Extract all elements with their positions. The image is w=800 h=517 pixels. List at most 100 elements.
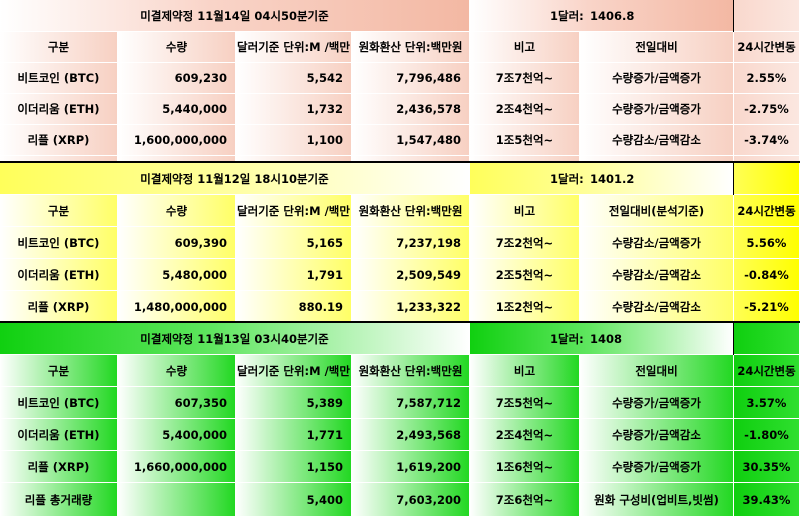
column-header: 수량 [118, 32, 236, 63]
cell-krw: 2,436,578 [352, 94, 470, 125]
table-row: 리플 총거래량 5,400 7,603,200 7조6천억~ 원화 구성비(업비트,빗썸… [0, 483, 800, 517]
cell-usd: 880.19 [236, 291, 352, 323]
exchange-rate-value: 1408 [590, 331, 623, 346]
cell-name: 리플 총거래량 [0, 483, 118, 517]
cell-qty: 607,350 [118, 387, 236, 419]
cell-name: 비트코인 (BTC) [0, 63, 118, 94]
cell-qty: 609,230 [118, 63, 236, 94]
cell-note: 1조2천억~ [470, 291, 580, 323]
cell-pct: 39.43% [734, 483, 800, 517]
table-row: 리플 (XRP) 1,660,000,000 1,150 1,619,200 1조6천억… [0, 451, 800, 483]
column-separator [733, 323, 734, 355]
column-header: 비고 [470, 32, 580, 63]
oi-section: 미결제약정 11월13일 03시40분기준 1달러: 1408 구분 수량 달러기준 단위… [0, 323, 800, 517]
column-header: 달러기준 단위:M /백만 [236, 32, 352, 63]
cell-krw: 2,509,549 [352, 259, 470, 291]
table-header-row: 구분 수량 달러기준 단위:M /백만 원화환산 단위:백만원 비고 전일대비 24시간변동 [0, 32, 800, 63]
cell-note: 1조6천억~ [470, 451, 580, 483]
column-header: 달러기준 단위:M /백만 [236, 355, 352, 387]
cell-usd: 5,165 [236, 227, 352, 259]
column-header: 24시간변동 [734, 355, 800, 387]
cell-qty: 5,440,000 [118, 94, 236, 125]
column-header: 비고 [470, 355, 580, 387]
cell-change: 수량증가/금액증가 [580, 94, 734, 125]
cell-name: 이더리움 (ETH) [0, 94, 118, 125]
table-row: 리플 (XRP) 1,600,000,000 1,100 1,547,480 1조5천억… [0, 125, 800, 156]
title-right-cell [734, 323, 800, 355]
section-title-row: 미결제약정 11월12일 18시10분기준 1달러: 1401.2 [0, 163, 800, 195]
cell-note: 2조5천억~ [470, 259, 580, 291]
exchange-rate-cell: 1달러: 1406.8 [470, 0, 734, 32]
cell-usd: 1,791 [236, 259, 352, 291]
column-header: 원화환산 단위:백만원 [352, 355, 470, 387]
column-header: 구분 [0, 32, 118, 63]
cell-usd: 5,400 [236, 483, 352, 517]
column-header: 24시간변동 [734, 32, 800, 63]
cell-pct: 3.57% [734, 387, 800, 419]
exchange-rate-cell: 1달러: 1408 [470, 323, 734, 355]
column-header: 달러기준 단위:M /백만 [236, 195, 352, 227]
cell-usd: 5,389 [236, 387, 352, 419]
cell-usd: 1,150 [236, 451, 352, 483]
cell-pct: -1.80% [734, 419, 800, 451]
cell-qty: 5,400,000 [118, 419, 236, 451]
table-header-row: 구분 수량 달러기준 단위:M /백만 원화환산 단위:백만원 비고 전일대비(분석기준)… [0, 195, 800, 227]
cell-pct: -2.75% [734, 94, 800, 125]
cell-note: 1조5천억~ [470, 125, 580, 156]
column-separator [733, 0, 734, 32]
cell-name: 리플 (XRP) [0, 291, 118, 323]
column-header: 비고 [470, 195, 580, 227]
cell-krw: 1,547,480 [352, 125, 470, 156]
cell-krw: 7,603,200 [352, 483, 470, 517]
exchange-rate-value: 1401.2 [590, 171, 635, 186]
cell-change: 수량감소/금액감소 [580, 125, 734, 156]
cell-name: 리플 (XRP) [0, 125, 118, 156]
cell-name: 이더리움 (ETH) [0, 419, 118, 451]
exchange-rate-cell: 1달러: 1401.2 [470, 163, 734, 195]
cell-change: 수량감소/금액증가 [580, 227, 734, 259]
cell-name: 리플 (XRP) [0, 451, 118, 483]
exchange-rate-label: 1달러: [550, 8, 584, 23]
table-header-row: 구분 수량 달러기준 단위:M /백만 원화환산 단위:백만원 비고 전일대비 24시간변동 [0, 355, 800, 387]
cell-note: 7조2천억~ [470, 227, 580, 259]
cell-krw: 7,237,198 [352, 227, 470, 259]
cell-usd: 1,732 [236, 94, 352, 125]
cell-pct: -3.74% [734, 125, 800, 156]
column-header: 24시간변동 [734, 195, 800, 227]
cell-name: 비트코인 (BTC) [0, 387, 118, 419]
cell-note: 2조4천억~ [470, 419, 580, 451]
cell-change: 수량증가/금액증가 [580, 63, 734, 94]
cell-usd: 5,542 [236, 63, 352, 94]
cell-change: 수량증가/금액증가 [580, 387, 734, 419]
cell-change: 수량증가/금액감소 [580, 419, 734, 451]
title-right-cell [734, 0, 800, 32]
cell-note: 2조4천억~ [470, 94, 580, 125]
cell-note: 7조5천억~ [470, 387, 580, 419]
cell-qty: 609,390 [118, 227, 236, 259]
section-title: 미결제약정 11월12일 18시10분기준 [0, 163, 470, 195]
table-row: 비트코인 (BTC) 609,230 5,542 7,796,486 7조7천억~ 수량증… [0, 63, 800, 94]
column-header: 원화환산 단위:백만원 [352, 32, 470, 63]
section-title: 미결제약정 11월14일 04시50분기준 [0, 0, 470, 32]
cell-pct: 30.35% [734, 451, 800, 483]
table-row: 이더리움 (ETH) 5,440,000 1,732 2,436,578 2조4천억~ 수… [0, 94, 800, 125]
column-header: 전일대비(분석기준) [580, 195, 734, 227]
column-header: 구분 [0, 195, 118, 227]
cell-qty: 1,480,000,000 [118, 291, 236, 323]
column-header: 전일대비 [580, 32, 734, 63]
cell-krw: 7,796,486 [352, 63, 470, 94]
table-row: 이더리움 (ETH) 5,480,000 1,791 2,509,549 2조5천억~ 수… [0, 259, 800, 291]
cell-change: 수량감소/금액감소 [580, 291, 734, 323]
cell-pct: 2.55% [734, 63, 800, 94]
cell-krw: 1,619,200 [352, 451, 470, 483]
column-header: 원화환산 단위:백만원 [352, 195, 470, 227]
cell-pct: -0.84% [734, 259, 800, 291]
title-right-cell [734, 163, 800, 195]
cell-note: 7조6천억~ [470, 483, 580, 517]
cell-qty: 1,600,000,000 [118, 125, 236, 156]
column-header: 전일대비 [580, 355, 734, 387]
cell-usd: 1,100 [236, 125, 352, 156]
cell-qty: 1,660,000,000 [118, 451, 236, 483]
column-header: 구분 [0, 355, 118, 387]
cell-change: 수량감소/금액감소 [580, 259, 734, 291]
